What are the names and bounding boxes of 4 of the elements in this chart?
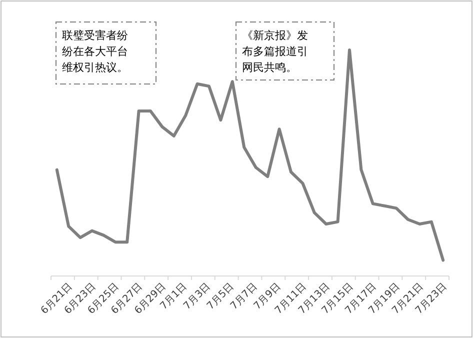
annotation: 《新京报》发布多篇报道引网民共鸣。 [242,29,308,74]
annotation: 联璧受害者纷纷在各大平台维权引热议。 [62,29,128,74]
annotation: 《新京报》发布多篇报道引网民共鸣。 [236,22,334,80]
annotation: 联璧受害者纷纷在各大平台维权引热议。 [56,22,156,84]
